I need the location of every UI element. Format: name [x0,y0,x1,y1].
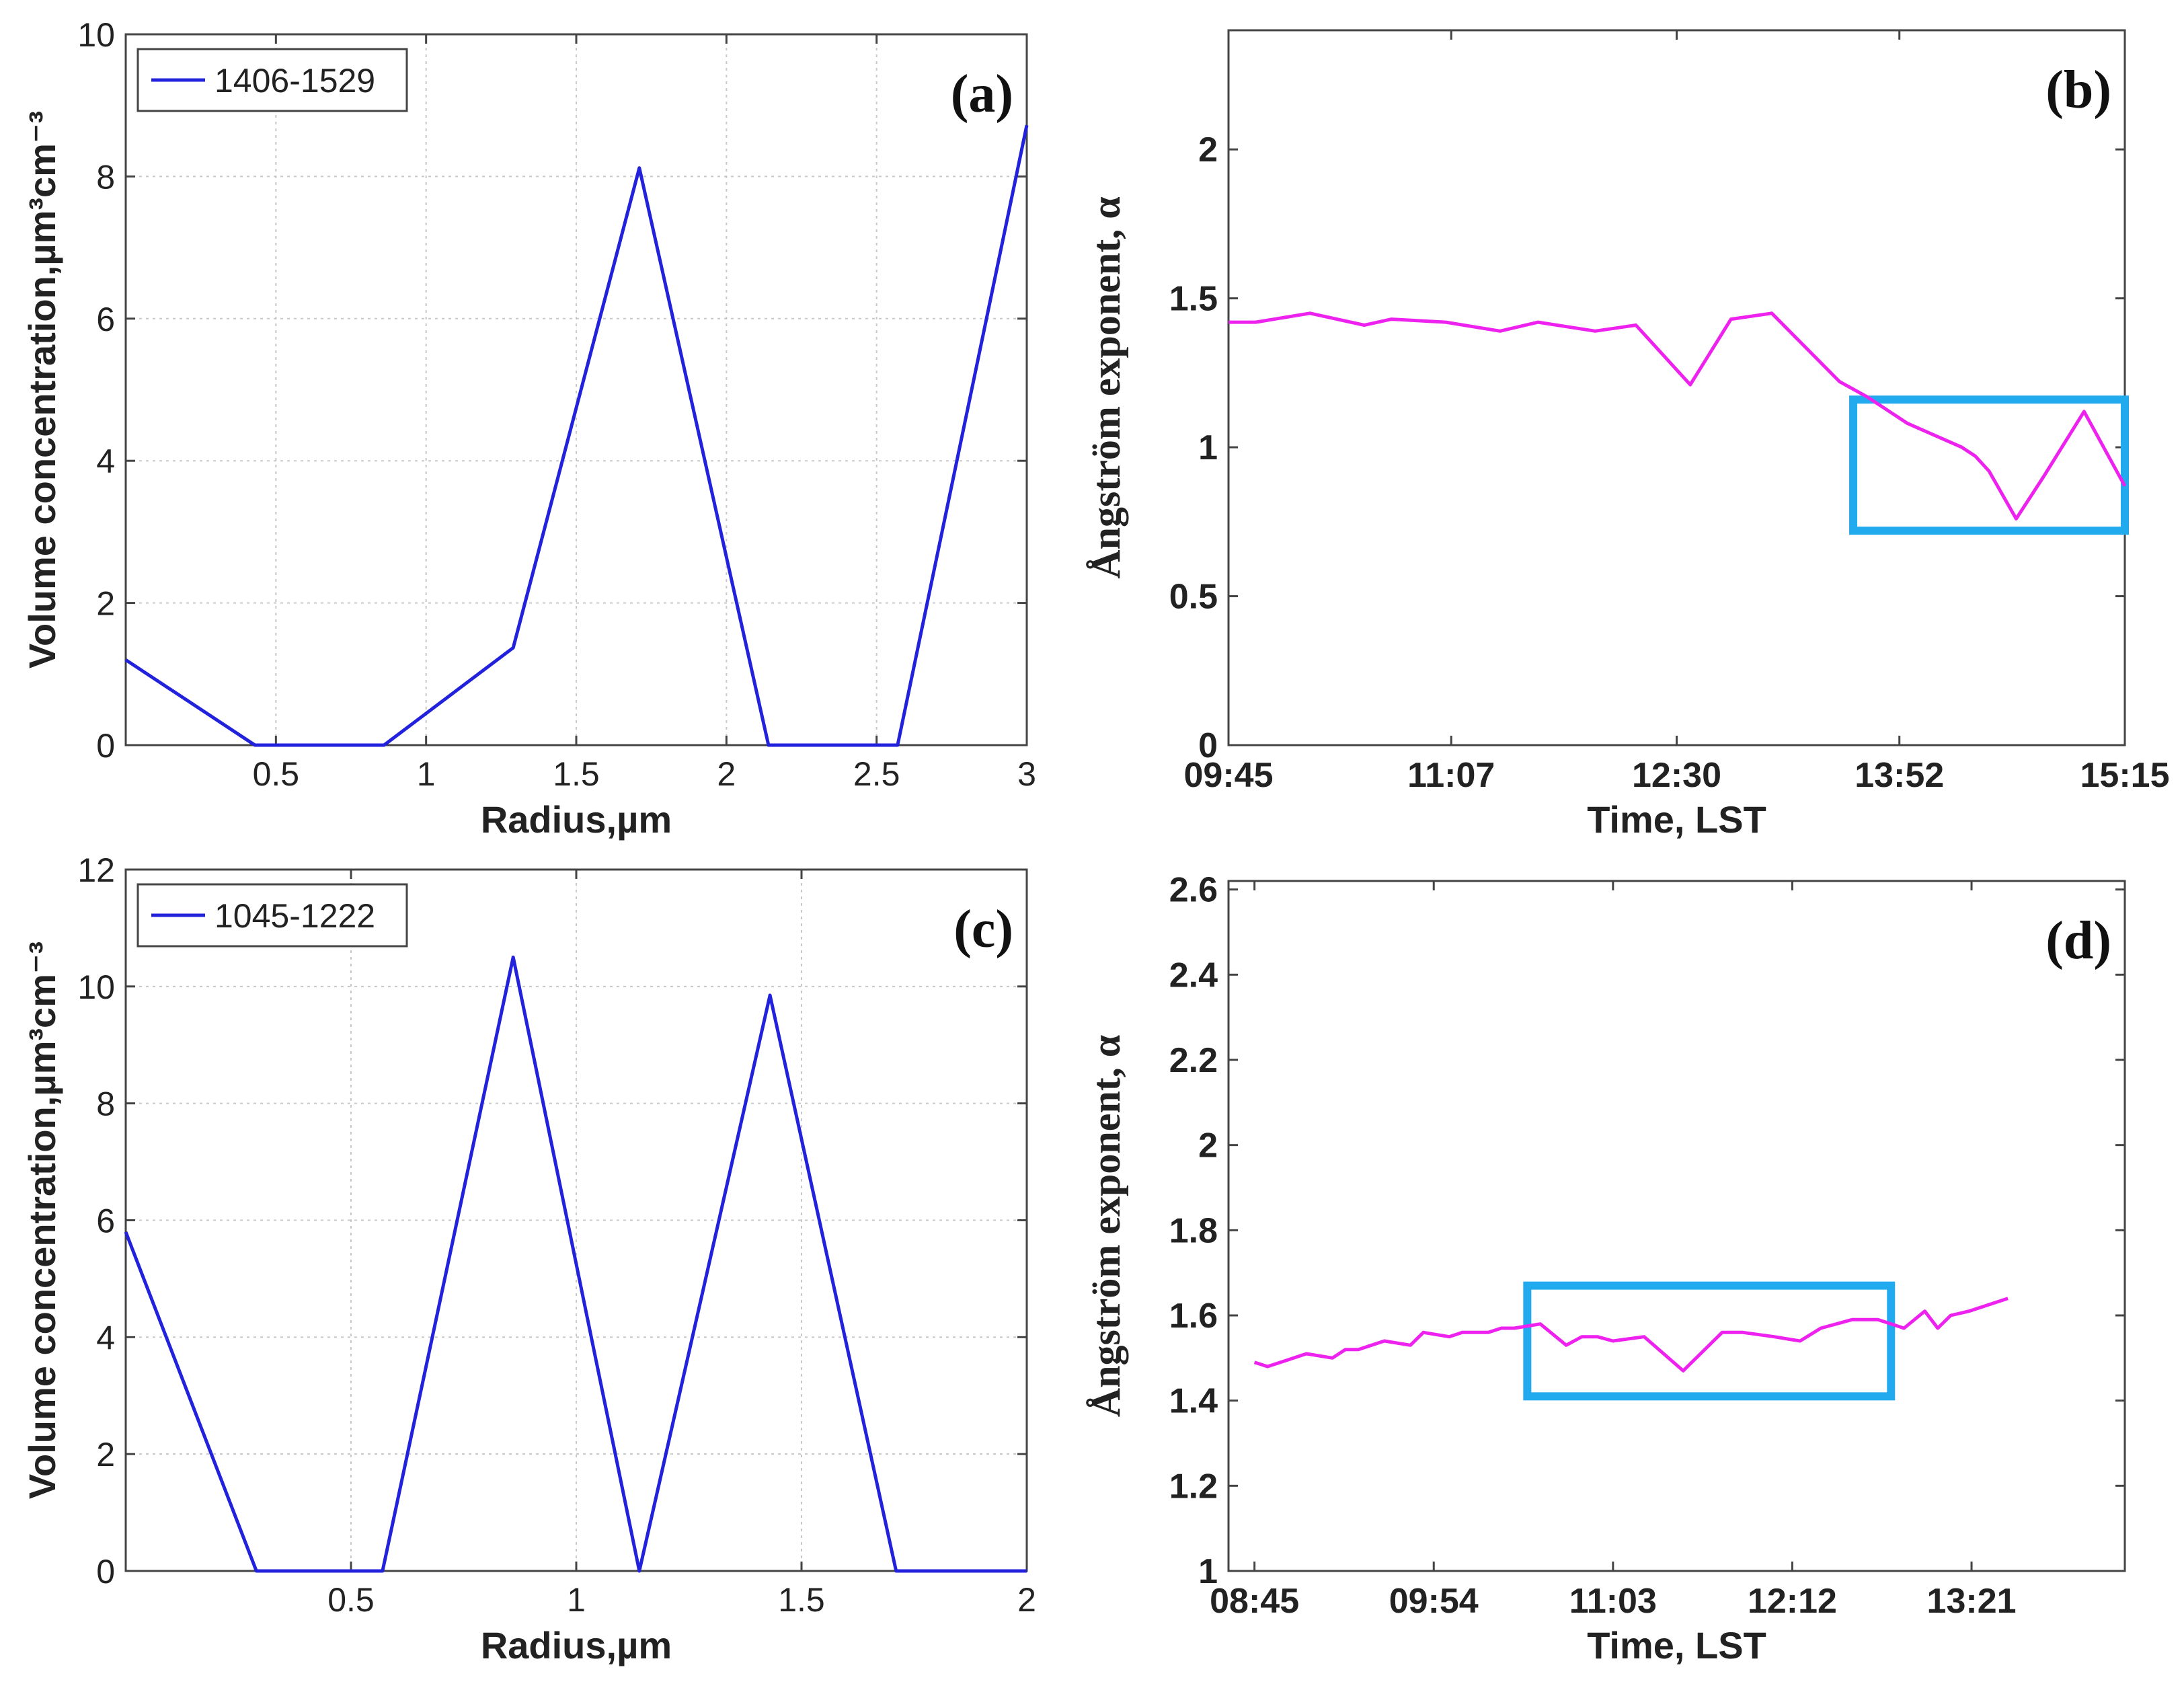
plot-area [1228,881,2125,1571]
plot-area [1228,30,2125,745]
y-tick-label: 1.4 [1169,1382,1218,1421]
y-tick-label: 6 [96,301,115,338]
y-tick-label: 8 [96,158,115,196]
x-axis-label: Radius,µm [481,798,672,841]
x-tick-label: 09:54 [1389,1582,1479,1621]
chart-panel-1: 0.5 1 1.5 2 2.5 3 0 2 4 6 8 10 Radius,µm Volume conce… [21,16,1036,841]
x-tick-label: 13:21 [1927,1582,2017,1621]
axes-frame [1227,880,2126,1572]
x-axis-label: Radius,µm [481,1624,672,1666]
y-tick-label: 12 [77,851,115,889]
chart-panel-4: 08:45 09:54 11:03 12:12 13:21 1 1.2 1.4 1.6 1.8 2 2… [1084,871,2126,1666]
highlight-box [1849,395,2129,535]
x-tick-label: 3 [1017,755,1036,793]
y-tick-label: 8 [96,1085,115,1123]
y-tick-label: 1.8 [1169,1211,1218,1250]
x-axis-label: Time, LST [1587,1624,1766,1666]
y-tick-label: 1.2 [1169,1467,1218,1506]
y-tick-label: 0 [1198,726,1218,765]
highlight-box [1523,1281,1896,1401]
y-tick-label: 0 [96,727,115,765]
series-line [124,124,1029,747]
y-axis-label: Ångström exponent, α [1084,196,1128,578]
legend: 1045-1222 [136,883,408,948]
y-tick-label: 4 [96,443,115,480]
y-tick-label: 4 [96,1319,115,1356]
y-tick-label: 2.2 [1169,1041,1218,1080]
x-tick-label: 2 [1017,1581,1036,1619]
y-tick-label: 0 [96,1553,115,1590]
x-tick-label: 2 [717,755,736,793]
y-axis-label: Volume concentration,µm³cm⁻³ [21,111,63,668]
y-tick-label: 2 [96,1436,115,1473]
panel-tag: (c) [953,900,1013,959]
y-tick-label: 2.4 [1169,956,1218,995]
x-tick-label: 11:03 [1569,1582,1657,1621]
x-tick-label: 1.5 [778,1581,825,1619]
x-tick-label: 09:45 [1184,756,1274,795]
y-tick-label: 1 [1198,1552,1218,1591]
x-tick-label: 08:45 [1210,1582,1299,1621]
x-tick-label: 11:07 [1407,756,1495,795]
plot-area [126,34,1027,745]
x-tick-label: 0.5 [327,1581,375,1619]
x-axis-label: Time, LST [1587,798,1766,841]
x-tick-label: 1 [567,1581,586,1619]
legend: 1406-1529 [136,48,408,112]
y-tick-label: 10 [77,968,115,1006]
y-tick-label: 2 [1198,130,1218,169]
y-axis-label: Volume concentration,µm³cm⁻³ [21,942,63,1499]
x-tick-label: 15:15 [2080,756,2170,795]
x-tick-label: 12:30 [1632,756,1721,795]
y-tick-label: 0.5 [1169,578,1218,617]
y-tick-label: 6 [96,1202,115,1240]
chart-panel-2: 09:45 11:07 12:30 13:52 15:15 0 0.5 1 1.5 2 Time, … [1084,29,2170,841]
x-tick-label: 0.5 [253,755,300,793]
series-line [1253,1297,2008,1373]
x-tick-label: 1.5 [553,755,600,793]
legend-label: 1406-1529 [214,62,375,100]
y-tick-label: 1 [1198,428,1218,467]
y-tick-label: 1.6 [1169,1297,1218,1336]
y-axis-label: Ångström exponent, α [1084,1035,1128,1417]
y-tick-label: 10 [77,16,115,54]
x-tick-label: 12:12 [1748,1582,1837,1621]
y-tick-label: 1.5 [1169,280,1218,319]
series-line [124,955,1027,1573]
series-line [1228,311,2127,521]
panel-tag: (b) [2045,61,2111,120]
chart-panel-3: 0.5 1 1.5 2 0 2 4 6 8 10 12 Radius,µm Volume concent… [21,851,1036,1666]
panel-tag: (d) [2045,911,2111,970]
panel-tag: (a) [951,65,1013,124]
y-tick-label: 2 [1198,1126,1218,1165]
y-tick-label: 2 [96,585,115,623]
legend-label: 1045-1222 [214,897,375,935]
x-tick-label: 13:52 [1855,756,1944,795]
x-tick-label: 2.5 [853,755,900,793]
y-tick-label: 2.6 [1169,871,1218,910]
x-tick-label: 1 [417,755,436,793]
